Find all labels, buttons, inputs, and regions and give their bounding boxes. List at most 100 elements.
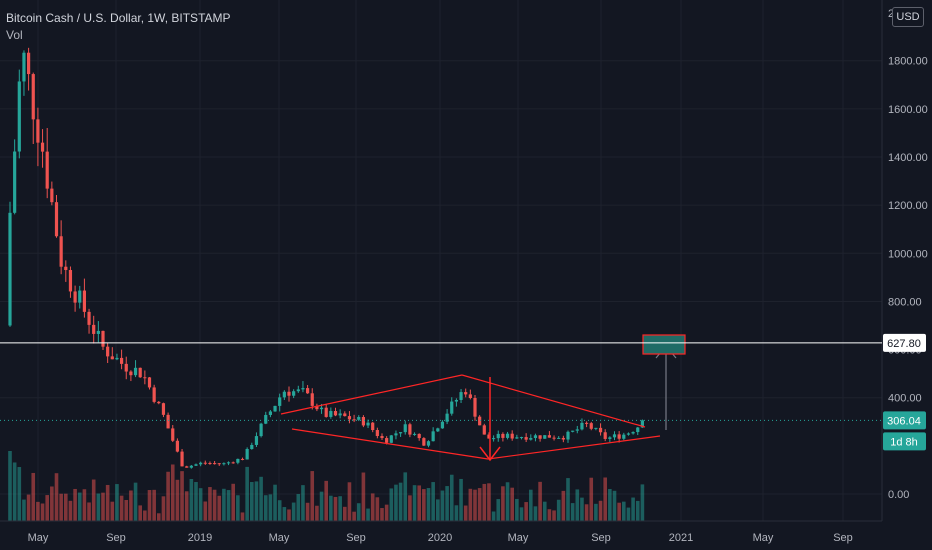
- candle-body: [612, 434, 617, 438]
- candle-body: [594, 427, 598, 429]
- candle-body: [306, 388, 310, 394]
- candle-body: [640, 420, 644, 428]
- candle-body: [352, 419, 356, 421]
- x-tick-label: Sep: [833, 532, 853, 544]
- candle-body: [566, 431, 570, 440]
- candle-body: [417, 433, 421, 439]
- volume-bar: [542, 501, 547, 521]
- candle-body: [445, 413, 449, 422]
- chart-legend: Bitcoin Cash / U.S. Dollar, 1W, BITSTAMP…: [6, 10, 231, 44]
- volume-bar: [175, 479, 180, 521]
- candle-body: [412, 433, 417, 435]
- candle-body: [319, 407, 324, 410]
- volume-bar: [622, 501, 626, 521]
- volume-bar: [277, 500, 282, 521]
- candle-body: [329, 411, 333, 417]
- candle-body: [259, 423, 263, 437]
- y-tick-label: 800.00: [888, 296, 922, 308]
- candle-body: [240, 458, 245, 460]
- volume-bar: [17, 467, 22, 521]
- candle-body: [454, 399, 458, 402]
- candle-body: [575, 429, 579, 431]
- candle-body: [371, 422, 375, 431]
- volume-bar: [161, 496, 166, 521]
- volume-bar: [68, 500, 73, 521]
- volume-bar: [315, 505, 319, 521]
- target-box: [642, 334, 686, 355]
- volume-bar: [273, 484, 277, 521]
- volume-bar: [310, 471, 315, 521]
- volume-bar: [343, 506, 347, 521]
- volume-bar: [533, 506, 538, 521]
- candle-body: [482, 425, 486, 435]
- volume-bar: [608, 488, 612, 521]
- volume-bar: [580, 497, 584, 521]
- candle-body: [426, 441, 431, 446]
- volume-bar: [603, 477, 607, 521]
- candle-body: [245, 449, 249, 460]
- volume-bar: [138, 505, 142, 521]
- volume-bar: [217, 495, 222, 521]
- volume-bar: [598, 500, 603, 521]
- candle-body: [203, 462, 207, 464]
- candle-body: [533, 435, 538, 439]
- candle-body: [357, 417, 361, 420]
- candle-body: [68, 270, 73, 292]
- top-partial-label: 2: [888, 8, 894, 20]
- x-tick-label: May: [753, 532, 774, 544]
- volume-bar: [510, 487, 514, 521]
- volume-bar: [561, 490, 566, 521]
- volume-bar: [26, 494, 31, 521]
- candle-body: [310, 393, 314, 406]
- volume-bar: [40, 503, 45, 521]
- candle-body: [254, 436, 259, 445]
- volume-bar: [240, 512, 245, 521]
- price-tag: [883, 411, 926, 430]
- candle-body: [529, 438, 533, 440]
- volume-bar: [319, 491, 324, 521]
- candle-body: [222, 463, 226, 465]
- volume-bar: [626, 507, 631, 521]
- volume-label: Vol: [6, 28, 23, 42]
- volume-bar: [370, 493, 375, 521]
- candle-body: [431, 431, 435, 442]
- currency-button[interactable]: USD: [892, 7, 924, 27]
- candle-body: [40, 142, 45, 152]
- volume-bar: [152, 489, 156, 521]
- candle-body: [464, 392, 468, 395]
- candle-body: [361, 417, 365, 426]
- volume-bar: [119, 495, 124, 521]
- candle-body: [524, 437, 528, 440]
- candle-body: [380, 436, 384, 439]
- volume-bar: [468, 488, 473, 521]
- volume-bar: [231, 483, 235, 521]
- candle-body: [589, 423, 593, 429]
- candle-body: [199, 462, 203, 465]
- candle-body: [106, 346, 110, 357]
- volume-bar: [105, 484, 110, 521]
- volume-bar: [87, 502, 91, 521]
- candle-body: [538, 435, 542, 439]
- volume-bar: [631, 497, 635, 521]
- candle-body: [543, 435, 547, 439]
- volume-bar: [436, 499, 440, 521]
- volume-bar: [575, 489, 580, 521]
- volume-bar: [301, 485, 305, 521]
- candle-body: [389, 435, 393, 443]
- volume-bar: [552, 510, 556, 521]
- candle-body: [50, 188, 54, 203]
- volume-bar: [394, 484, 398, 521]
- candle-body: [580, 422, 584, 430]
- volume-bar: [403, 472, 408, 521]
- volume-bar: [157, 513, 161, 521]
- candle-body: [189, 465, 193, 468]
- volume-bar: [143, 510, 147, 521]
- volume-bar: [254, 481, 259, 521]
- candle-body: [143, 377, 147, 379]
- volume-bar: [194, 482, 198, 521]
- volume-bar: [305, 502, 310, 521]
- candle-body: [185, 466, 189, 468]
- volume-bar: [352, 511, 356, 521]
- volume-bar: [482, 483, 487, 521]
